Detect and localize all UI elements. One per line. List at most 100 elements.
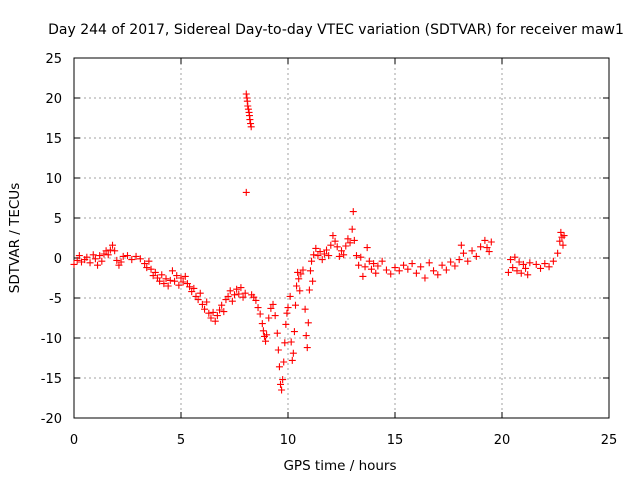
data-point — [457, 241, 465, 249]
data-point — [487, 238, 495, 246]
data-point — [147, 265, 155, 273]
data-point — [451, 262, 459, 270]
data-point — [391, 264, 399, 272]
data-point — [329, 232, 337, 240]
x-tick-label: 20 — [494, 433, 511, 448]
data-point — [244, 105, 252, 113]
data-point — [132, 252, 140, 260]
data-point — [128, 256, 136, 264]
data-point — [545, 263, 553, 271]
axis-ticks: 0 5 10 15 20 25 -20 -15 -10 -5 0 5 10 15 20 25 — [41, 52, 618, 448]
data-point — [438, 261, 446, 269]
data-point — [75, 252, 83, 260]
data-point — [186, 283, 194, 291]
data-point — [559, 241, 567, 249]
data-point — [218, 301, 226, 309]
data-point — [289, 349, 297, 357]
data-point — [86, 259, 94, 267]
data-point — [106, 246, 114, 254]
data-point — [275, 363, 283, 371]
data-point — [367, 265, 375, 273]
data-point — [277, 380, 285, 388]
data-point — [111, 247, 119, 255]
data-point — [526, 259, 534, 267]
data-point — [308, 257, 316, 265]
data-point — [119, 252, 127, 260]
y-tick-label: -5 — [49, 292, 62, 307]
data-point — [281, 339, 289, 347]
data-point — [387, 270, 395, 278]
data-point — [284, 304, 292, 312]
y-tick-label: -15 — [41, 372, 62, 387]
data-point — [241, 289, 249, 297]
data-point — [515, 258, 523, 266]
data-point — [102, 247, 110, 255]
data-point — [145, 257, 153, 265]
data-point — [312, 244, 320, 252]
data-point — [216, 306, 224, 314]
data-point — [537, 264, 545, 272]
data-point — [141, 260, 149, 268]
data-point — [287, 338, 295, 346]
data-point — [331, 237, 339, 245]
data-point — [267, 304, 275, 312]
data-point — [233, 285, 241, 293]
data-point — [549, 257, 557, 265]
data-point — [124, 252, 131, 260]
data-point — [280, 358, 288, 366]
data-point — [348, 225, 356, 233]
data-point — [181, 272, 189, 280]
plot-area — [73, 57, 610, 419]
x-tick-label: 25 — [601, 433, 618, 448]
data-point — [256, 310, 264, 318]
x-tick-label: 5 — [177, 433, 185, 448]
y-tick-label: 25 — [45, 52, 62, 67]
data-point — [361, 263, 369, 271]
data-point — [293, 282, 301, 290]
data-point — [363, 244, 371, 252]
data-point — [425, 259, 433, 267]
y-tick-label: 5 — [54, 212, 62, 227]
data-point — [213, 312, 221, 320]
data-point — [224, 292, 232, 300]
data-point — [349, 208, 357, 216]
data-point — [323, 246, 331, 254]
data-point — [291, 301, 299, 309]
data-point — [340, 251, 348, 259]
data-point — [302, 332, 310, 340]
data-point — [318, 256, 326, 264]
data-point — [190, 284, 198, 292]
data-point — [309, 277, 317, 285]
data-point — [338, 247, 345, 255]
data-point — [273, 329, 281, 337]
data-point — [299, 266, 307, 274]
data-point — [342, 242, 350, 250]
y-tick-label: -10 — [41, 332, 62, 347]
data-point — [235, 290, 243, 298]
data-point — [269, 300, 277, 308]
data-point — [541, 260, 549, 268]
data-point — [143, 264, 151, 272]
data-point — [320, 250, 328, 258]
data-point — [94, 261, 102, 269]
data-point — [504, 268, 512, 276]
data-point — [485, 248, 493, 256]
data-point — [160, 280, 168, 288]
data-point — [279, 376, 287, 384]
data-point — [259, 327, 267, 335]
data-point — [104, 251, 112, 259]
data-point — [175, 281, 183, 289]
data-point — [447, 258, 455, 266]
data-point — [205, 309, 213, 317]
data-point — [557, 228, 565, 236]
data-point — [350, 236, 358, 244]
data-point — [262, 337, 270, 345]
data-point — [288, 356, 296, 364]
data-point — [294, 268, 302, 276]
data-point — [297, 270, 305, 278]
data-point — [220, 308, 228, 316]
data-point — [421, 274, 429, 282]
y-tick-label: 20 — [45, 92, 62, 107]
data-point — [464, 257, 472, 265]
